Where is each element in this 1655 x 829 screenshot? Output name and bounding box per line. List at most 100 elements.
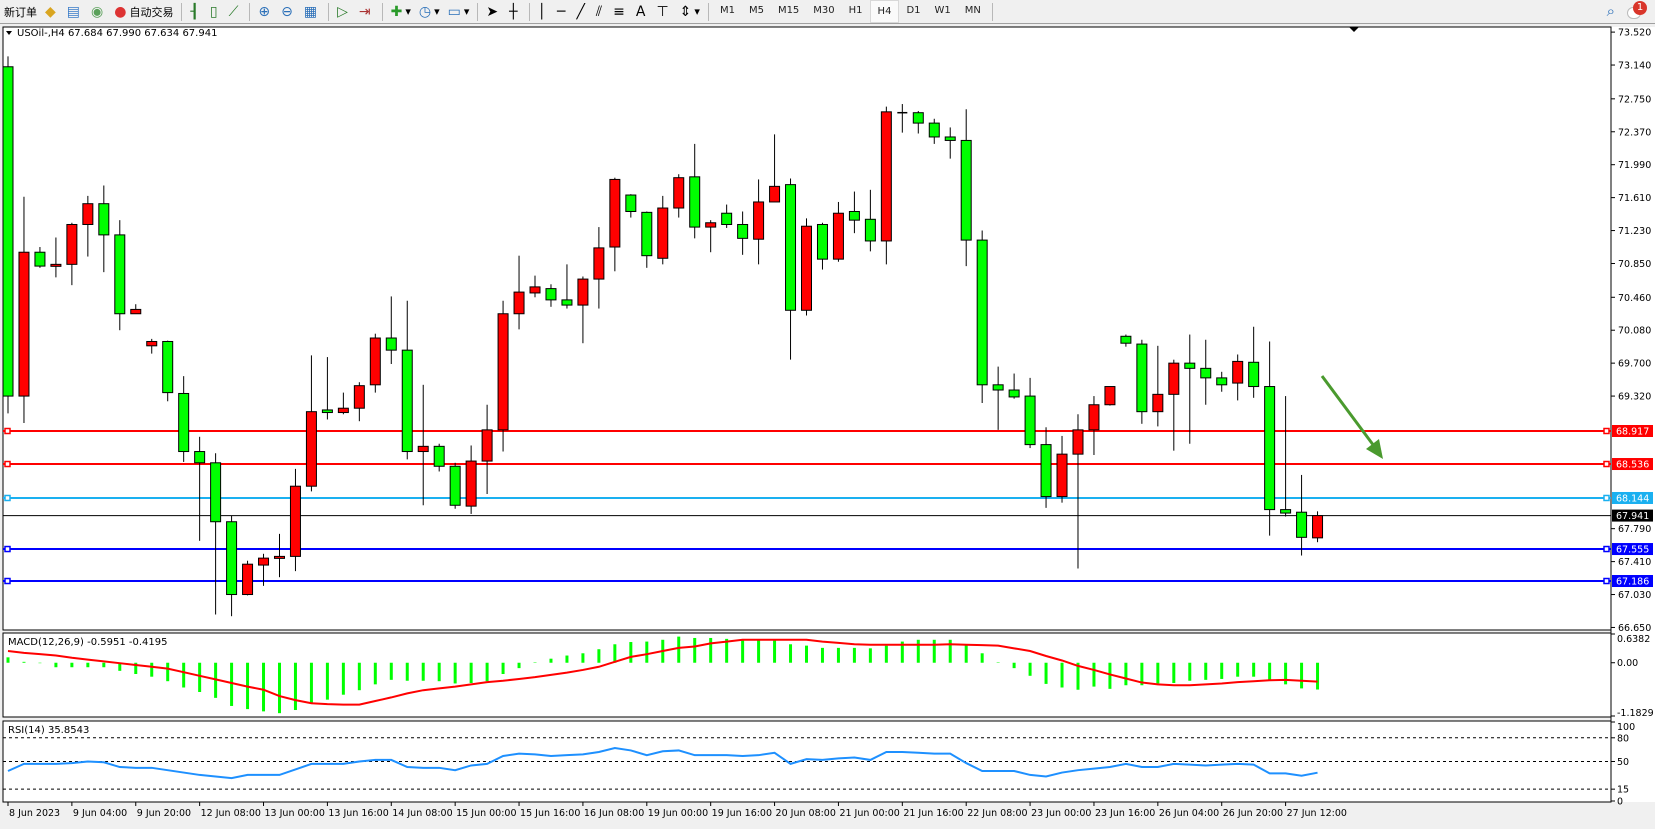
candle-body: [18, 251, 30, 397]
horizontal-line-button[interactable]: ─: [553, 1, 572, 22]
crosshair-button[interactable]: ┼: [505, 1, 524, 22]
level-price-tag: [1612, 509, 1653, 522]
candle: [497, 300, 509, 452]
candle-body: [1120, 335, 1132, 344]
timeframe-d1[interactable]: D1: [906, 5, 921, 16]
candle: [769, 134, 781, 203]
time-tick-label: 9 Jun 04:00: [73, 808, 127, 819]
autoscroll-button[interactable]: ▷: [333, 1, 355, 22]
timeframe-m1[interactable]: M1: [719, 5, 735, 16]
candle: [82, 195, 94, 257]
zoom-in-button[interactable]: ⊕: [254, 1, 277, 22]
candle-body: [1248, 361, 1260, 388]
macd-tick-label: 0.00: [1617, 658, 1638, 669]
chart-window[interactable]: 73.520 73.140 72.750 72.370 71.990 71.610 71.2…: [0, 24, 1655, 829]
tile-windows-button[interactable]: ▦: [300, 1, 324, 22]
trendline-button[interactable]: ╱: [572, 1, 591, 22]
candle-body: [50, 263, 62, 267]
candle-body: [242, 563, 254, 596]
candle-body: [705, 222, 717, 228]
price-tick-label: 67.790: [1618, 524, 1651, 535]
autotrading-button[interactable]: ● 自动交易: [110, 1, 177, 22]
autotrading-label: 自动交易: [129, 5, 174, 19]
candle: [449, 462, 461, 509]
candle: [912, 110, 924, 134]
line-chart-button[interactable]: ⟋: [225, 1, 246, 22]
toolbar-separator: [528, 2, 530, 21]
candle-body: [625, 194, 637, 212]
candle: [337, 392, 349, 415]
market-watch-button[interactable]: ◆: [41, 1, 63, 22]
time-tick-label: 23 Jun 00:00: [1031, 808, 1091, 819]
price-tick-label: 67.410: [1618, 557, 1651, 568]
data-window-button[interactable]: ▤: [63, 1, 87, 22]
timeframe-m30[interactable]: M30: [813, 5, 835, 16]
candle-body: [1104, 386, 1116, 406]
candle: [753, 179, 765, 265]
candlestick-button[interactable]: ▯: [206, 1, 225, 22]
candle-body: [34, 251, 46, 267]
new-order-button[interactable]: 新订单: [0, 1, 41, 22]
periods-icon: ◷: [418, 3, 432, 20]
candle-body: [1296, 511, 1308, 538]
periods-button[interactable]: ◷ ▾: [418, 3, 440, 20]
vertical-line-button[interactable]: │: [534, 1, 553, 22]
cursor-button[interactable]: ➤: [482, 1, 505, 22]
templates-button[interactable]: ▭ ▾: [447, 3, 470, 20]
candle-body: [912, 112, 924, 124]
notifications-button[interactable]: 1: [1627, 1, 1647, 21]
timeframe-w1[interactable]: W1: [934, 5, 951, 16]
candle-body: [545, 288, 557, 301]
candle: [1184, 334, 1196, 444]
candle: [1200, 339, 1212, 405]
timeframe-m15[interactable]: M15: [777, 5, 800, 16]
timeframe-mn[interactable]: MN: [964, 5, 981, 16]
text-label-button[interactable]: ⊤: [652, 1, 675, 22]
candle: [673, 174, 685, 218]
bar-chart-button[interactable]: ┨: [186, 1, 205, 22]
time-tick-label: 19 Jun 16:00: [712, 808, 772, 819]
candle: [1088, 396, 1100, 456]
market-watch-icon: ◆: [45, 3, 56, 20]
cursor-icon: ➤: [486, 3, 499, 20]
search-icon[interactable]: ⌕: [1606, 2, 1615, 20]
signals-button[interactable]: ◉: [87, 1, 110, 22]
timeframe-h4[interactable]: H4: [869, 0, 900, 23]
candle: [609, 177, 621, 272]
data-window-icon: ▤: [66, 3, 81, 20]
candle: [2, 56, 14, 414]
level-price-label: 68.144: [1616, 493, 1649, 504]
candle-body: [289, 485, 301, 557]
candle-body: [130, 308, 142, 315]
timeframe-m5[interactable]: M5: [748, 5, 764, 16]
price-axis: [1611, 27, 1655, 802]
time-tick-label: 14 Jun 08:00: [392, 808, 452, 819]
autoscroll-icon: ▷: [337, 3, 348, 20]
macd-signal-line: [7, 638, 1318, 706]
candle-body: [641, 211, 653, 257]
candle: [178, 376, 190, 462]
main-pane: [2, 26, 1612, 631]
candlestick-icon: ▯: [209, 3, 218, 20]
fibonacci-button[interactable]: ≡: [609, 1, 632, 22]
level-price-tag: [1612, 491, 1653, 504]
candle-body: [864, 218, 876, 242]
price-tick-label: 72.750: [1618, 94, 1651, 105]
timeframe-h1[interactable]: H1: [848, 5, 863, 16]
zoom-out-button[interactable]: ⊖: [277, 1, 300, 22]
candle-body: [1008, 389, 1020, 398]
notification-count: 1: [1633, 1, 1647, 15]
time-tick-label: 26 Jun 20:00: [1223, 808, 1283, 819]
macd-pane: [2, 632, 1612, 718]
equidistant-channel-button[interactable]: ⫽: [592, 1, 609, 22]
time-tick-label: 16 Jun 08:00: [584, 808, 644, 819]
rsi-tick-label: 15: [1617, 785, 1629, 796]
indicators-button[interactable]: ✚ ▾: [390, 3, 411, 20]
candle-body: [513, 291, 525, 315]
level-price-tag: [1612, 575, 1653, 588]
text-button[interactable]: A: [632, 1, 653, 22]
chart-shift-button[interactable]: ⇥: [355, 1, 378, 22]
candle-body: [753, 201, 765, 240]
arrows-button[interactable]: ⇕ ▾: [679, 3, 700, 20]
candle-body: [832, 212, 844, 260]
